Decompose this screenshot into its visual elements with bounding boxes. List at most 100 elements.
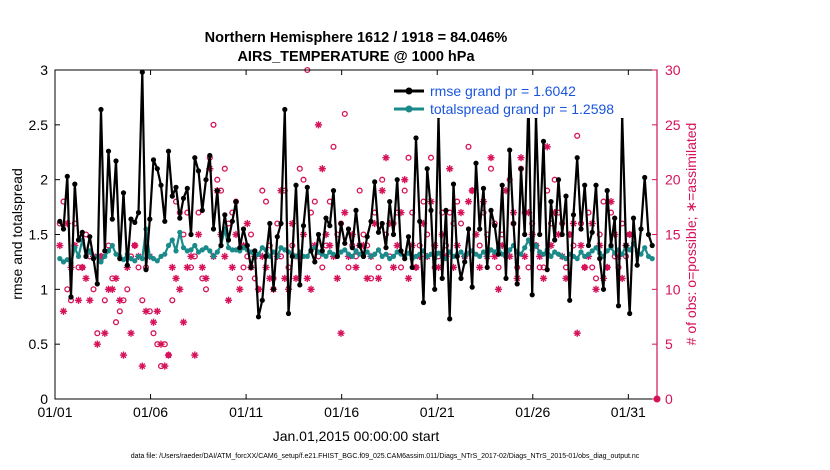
spread-point <box>627 247 633 253</box>
rmse-point <box>64 173 70 179</box>
spread-point <box>255 251 262 257</box>
rmse-point <box>544 267 550 273</box>
obs-assimilated-marker <box>172 274 180 282</box>
asterisk-stroke <box>199 264 206 271</box>
obs-possible-marker <box>457 220 465 227</box>
asterisk-stroke <box>188 253 194 260</box>
y2-tick-label: 25 <box>665 117 681 133</box>
rmse-point <box>188 231 194 238</box>
rmse-point <box>304 184 310 190</box>
asterisk-stroke <box>86 297 93 304</box>
legend-box <box>388 80 650 118</box>
asterisk-stroke <box>383 154 389 161</box>
y2-tick-label: 30 <box>665 62 681 78</box>
spread-point <box>585 251 592 257</box>
rmse-point <box>270 286 277 292</box>
rmse-point <box>623 242 629 249</box>
rmse-point <box>338 220 344 227</box>
rmse-point <box>589 229 595 235</box>
rmse-point <box>274 234 280 240</box>
rmse-point <box>120 190 127 196</box>
rmse-point <box>143 267 149 273</box>
y2-tick-label: 10 <box>665 281 681 297</box>
asterisk-stroke <box>154 308 161 315</box>
obs-possible-marker <box>341 110 348 117</box>
spread-point <box>357 251 363 257</box>
spread-point <box>128 256 134 262</box>
rmse-point <box>402 256 408 262</box>
axes: 01/01 01/06 01/11 01/16 01/21 01/26 01/31 0 0.5 1… <box>29 62 681 420</box>
obs-possible-marker <box>592 275 600 282</box>
rmse-point <box>413 135 419 141</box>
spread-point <box>638 251 644 257</box>
asterisk-stroke <box>375 275 382 282</box>
asterisk-stroke <box>113 275 119 282</box>
legend-spread-label: totalspread grand pr = 1.2598 <box>430 101 614 117</box>
rmse-point <box>229 218 235 224</box>
spread-point <box>537 249 543 255</box>
spread-point <box>589 248 595 254</box>
asterisk-stroke <box>236 286 243 293</box>
y-tick-label: 3 <box>40 62 48 78</box>
obs-possible-marker <box>150 330 157 337</box>
asterisk-stroke <box>75 297 82 304</box>
obs-possible-marker <box>319 264 326 271</box>
spread-point <box>180 245 187 251</box>
obs-possible-marker <box>487 165 495 172</box>
spread-point <box>353 248 359 254</box>
spread-point <box>379 253 385 259</box>
asterisk-stroke <box>465 198 472 205</box>
spread-point <box>154 258 160 264</box>
rmse-point <box>465 226 472 232</box>
spread-point <box>390 253 397 259</box>
rmse-point <box>372 179 378 185</box>
spread-point <box>552 249 558 255</box>
y2-tick-label: 5 <box>665 336 673 352</box>
asterisk-stroke <box>304 275 311 282</box>
obs-assimilated-marker <box>314 121 323 129</box>
obs-possible-marker <box>375 264 382 271</box>
obs-possible-marker <box>262 198 270 205</box>
obs-assimilated-marker <box>341 209 349 217</box>
spread-point <box>192 242 198 249</box>
spread-point <box>304 253 310 259</box>
rmse-point <box>417 218 423 224</box>
obs-possible-marker <box>236 275 243 282</box>
asterisk-stroke <box>626 231 633 238</box>
spread-point <box>349 253 355 259</box>
obs-assimilated-marker <box>168 263 176 271</box>
chart-subtitle: AIRS_TEMPERATURE @ 1000 hPa <box>237 49 475 65</box>
obs-assimilated-marker <box>112 274 120 282</box>
rmse-point <box>342 240 348 246</box>
obs-possible-marker <box>536 264 543 271</box>
spread-point <box>345 251 352 257</box>
obs-possible-marker <box>465 143 472 150</box>
rmse-point <box>218 242 224 249</box>
obs-assimilated-marker <box>157 340 165 348</box>
y-axis-label: rmse and totalspread <box>9 168 25 300</box>
rmse-point <box>169 193 175 199</box>
spread-point <box>98 259 104 265</box>
rmse-point <box>222 212 228 218</box>
asterisk-stroke <box>229 264 236 271</box>
spread-point <box>593 245 599 251</box>
rmse-point <box>132 219 138 225</box>
rmse-point <box>462 259 468 265</box>
rmse-point <box>72 181 78 187</box>
rmse-point <box>113 158 119 164</box>
rmse-point <box>499 182 505 188</box>
rmse-point <box>323 215 329 221</box>
asterisk-stroke <box>225 297 232 304</box>
rmse-point <box>634 262 640 268</box>
asterisk-stroke <box>195 231 202 238</box>
asterisk-stroke <box>518 154 524 161</box>
obs-assimilated-marker <box>307 285 315 293</box>
rmse-point <box>645 231 652 238</box>
asterisk-stroke <box>506 253 513 260</box>
rmse-point <box>312 259 318 265</box>
y-tick-label: 2 <box>40 172 48 188</box>
spread-point <box>574 256 580 262</box>
rmse-point <box>387 199 393 205</box>
asterisk-stroke <box>184 264 191 271</box>
obs-possible-marker <box>247 231 255 238</box>
